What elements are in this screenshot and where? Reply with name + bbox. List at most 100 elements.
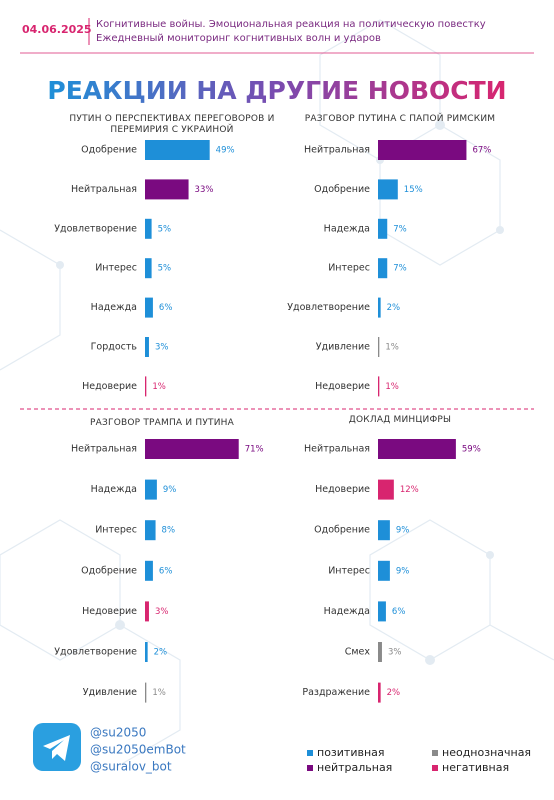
category-label: Недоверие — [315, 381, 370, 392]
chart-title: РАЗГОВОР ПУТИНА С ПАПОЙ РИМСКИМ — [304, 114, 496, 124]
background-nodes — [56, 120, 504, 665]
category-label: Удовлетворение — [54, 647, 137, 658]
value-label: 67% — [472, 146, 491, 156]
value-label: 2% — [387, 688, 401, 698]
category-label: Удивление — [83, 687, 137, 698]
category-label: Удовлетворение — [287, 302, 370, 313]
bar — [378, 560, 390, 581]
bar — [145, 520, 156, 541]
bar — [378, 520, 390, 541]
value-label: 1% — [152, 382, 166, 392]
value-label: 12% — [400, 485, 419, 495]
bar — [145, 376, 147, 397]
bar — [145, 601, 149, 622]
value-label: 5% — [158, 264, 172, 274]
legend-label: нейтральная — [317, 761, 392, 774]
bar — [378, 218, 388, 239]
value-label: 3% — [388, 648, 402, 658]
bar — [378, 179, 398, 200]
bar — [378, 439, 456, 459]
category-label: Нейтральная — [304, 145, 370, 156]
value-label: 1% — [385, 382, 399, 392]
value-label: 5% — [158, 224, 172, 234]
bar — [145, 439, 239, 459]
bar — [145, 297, 153, 318]
category-label: Одобрение — [81, 565, 137, 576]
value-label: 7% — [393, 224, 407, 234]
value-label: 7% — [393, 264, 407, 274]
value-label: 59% — [462, 445, 481, 455]
category-label: Нейтральная — [71, 184, 137, 195]
value-label: 2% — [387, 303, 401, 313]
category-label: Надежда — [324, 606, 370, 617]
bar — [145, 140, 210, 160]
category-label: Надежда — [324, 223, 370, 234]
header-line: Когнитивные войны. Эмоциональная реакция… — [96, 19, 486, 30]
bar — [145, 479, 157, 500]
category-label: Интерес — [95, 525, 137, 536]
bar — [145, 337, 149, 357]
legend-label: неоднозначная — [442, 746, 531, 759]
value-label: 15% — [404, 185, 423, 195]
value-label: 3% — [155, 343, 169, 353]
bar — [378, 479, 394, 500]
date: 04.06.2025 — [22, 23, 92, 36]
bar — [145, 682, 147, 703]
value-label: 3% — [155, 607, 169, 617]
category-label: Нейтральная — [304, 444, 370, 455]
category-label: Интерес — [328, 263, 370, 274]
legend-swatch — [307, 765, 313, 771]
value-label: 49% — [216, 146, 235, 156]
main-title: РЕАКЦИИ НА ДРУГИЕ НОВОСТИ — [47, 76, 506, 105]
bar — [378, 337, 380, 357]
category-label: Недоверие — [315, 484, 370, 495]
bar — [145, 642, 148, 662]
header-line: Ежедневный мониторинг когнитивных волн и… — [96, 33, 381, 44]
category-label: Интерес — [95, 263, 137, 274]
category-label: Удовлетворение — [54, 223, 137, 234]
bar — [378, 297, 381, 318]
bar — [145, 560, 153, 581]
value-label: 6% — [392, 607, 406, 617]
bar — [145, 218, 152, 239]
value-label: 6% — [159, 303, 173, 313]
category-label: Удивление — [316, 342, 370, 353]
legend-swatch — [432, 765, 438, 771]
bar — [378, 258, 388, 279]
legend-label: позитивная — [317, 746, 385, 759]
category-label: Смех — [345, 647, 371, 658]
category-label: Недоверие — [82, 381, 137, 392]
chart-title: ДОКЛАД МИНЦИФРЫ — [348, 415, 452, 425]
legend-label: негативная — [442, 761, 509, 774]
bar — [145, 258, 152, 279]
value-label: 9% — [396, 526, 410, 536]
category-label: Гордость — [91, 342, 138, 353]
category-label: Одобрение — [81, 145, 137, 156]
value-label: 8% — [162, 526, 176, 536]
value-label: 1% — [152, 688, 166, 698]
legend-swatch — [432, 750, 438, 756]
category-label: Одобрение — [314, 525, 370, 536]
bar — [378, 601, 386, 622]
category-label: Надежда — [91, 484, 137, 495]
value-label: 9% — [396, 566, 410, 576]
chart-title: ПУТИН О ПЕРСПЕКТИВАХ ПЕРЕГОВОРОВ И ПЕРЕМ… — [69, 114, 275, 135]
value-label: 6% — [159, 566, 173, 576]
bar — [378, 642, 382, 662]
legend-swatch — [307, 750, 313, 756]
value-label: 33% — [195, 185, 214, 195]
value-label: 71% — [245, 445, 264, 455]
contact: @su2050emBot — [90, 743, 186, 757]
value-label: 1% — [385, 343, 399, 353]
bar — [378, 682, 381, 703]
telegram-plane — [43, 735, 70, 761]
bar — [378, 376, 380, 397]
category-label: Раздражение — [302, 687, 370, 698]
chart-title: РАЗГОВОР ТРАМПА И ПУТИНА — [90, 418, 234, 428]
category-label: Надежда — [91, 302, 137, 313]
bar — [145, 179, 189, 200]
value-label: 2% — [154, 648, 168, 658]
contact: @suralov_bot — [90, 760, 172, 774]
